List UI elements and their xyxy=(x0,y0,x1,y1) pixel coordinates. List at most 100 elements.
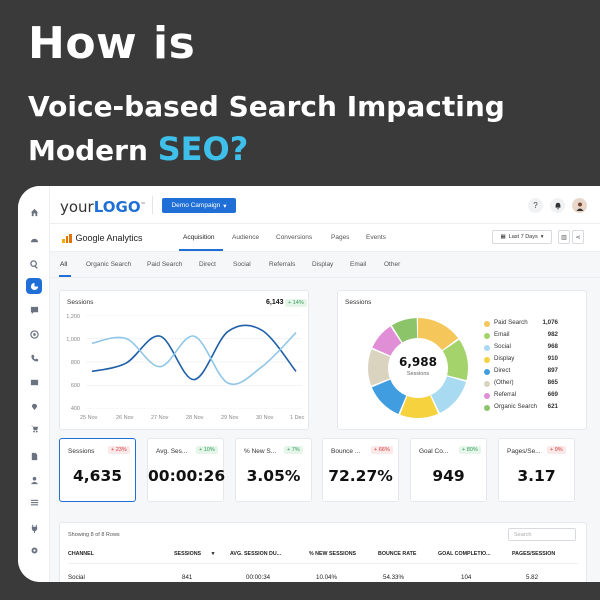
search-icon[interactable] xyxy=(26,256,42,272)
legend-value: 910 xyxy=(547,355,558,362)
column-header-bounce-rate[interactable]: BOUNCE RATE xyxy=(378,551,417,557)
logo-divider xyxy=(152,196,153,214)
legend-name: Display xyxy=(494,355,515,362)
metric-label: Pages/Se... xyxy=(507,448,541,455)
sessions-donut-chart xyxy=(368,318,468,418)
avatar[interactable] xyxy=(572,198,587,213)
tab-events[interactable]: Events xyxy=(366,234,386,241)
column-header-pages-session[interactable]: PAGES/SESSION xyxy=(512,551,556,557)
home-icon[interactable] xyxy=(26,204,42,220)
filter-all[interactable]: All xyxy=(60,261,68,268)
column-header-sessions[interactable]: SESSIONS ▾ xyxy=(174,551,214,557)
metric-card[interactable]: Avg. Ses... + 10% 00:00:26 xyxy=(147,438,225,502)
metric-card[interactable]: Sessions + 23% 4,635 xyxy=(59,438,136,502)
metric-card[interactable]: Goal Co... + 80% 949 xyxy=(410,438,487,502)
legend-value: 897 xyxy=(547,367,558,374)
document-icon[interactable] xyxy=(26,448,42,464)
sessions-chart-total: 6,143 xyxy=(266,299,284,306)
x-tick-label: 29 Nov xyxy=(221,415,239,421)
legend-swatch xyxy=(484,393,490,399)
cell-channel: Social xyxy=(68,574,85,581)
cart-icon[interactable] xyxy=(26,420,42,436)
logo-text-your: your xyxy=(60,198,94,216)
user-icon[interactable] xyxy=(26,472,42,488)
sessions-chart-label: Sessions xyxy=(67,299,94,306)
x-tick-label: 30 Nov xyxy=(256,415,274,421)
at-icon[interactable] xyxy=(26,326,42,342)
metric-card[interactable]: % New S... + 7% 3.05% xyxy=(235,438,312,502)
donut-slice-1 xyxy=(368,318,468,418)
column-header-channel[interactable]: CHANNEL xyxy=(68,551,94,557)
column-header-new-sessions[interactable]: % NEW SESSIONS xyxy=(309,551,357,557)
metric-card[interactable]: Pages/Se... + 9% 3.17 xyxy=(498,438,575,502)
metric-label: Avg. Ses... xyxy=(156,448,188,455)
tab-conversions[interactable]: Conversions xyxy=(276,234,313,241)
filter-referrals[interactable]: Referrals xyxy=(269,261,296,268)
active-filter-indicator xyxy=(59,275,71,277)
filter-paid-search[interactable]: Paid Search xyxy=(147,261,183,268)
metric-value: 4,635 xyxy=(72,467,123,485)
bell-icon[interactable] xyxy=(550,198,565,213)
y-tick-label: 400 xyxy=(70,406,80,412)
filter-social[interactable]: Social xyxy=(233,261,251,268)
tab-audience[interactable]: Audience xyxy=(232,234,260,241)
share-icon[interactable]: ⋖ xyxy=(572,230,584,244)
filter-other[interactable]: Other xyxy=(384,261,401,268)
tab-pages[interactable]: Pages xyxy=(331,234,350,241)
mail-icon[interactable] xyxy=(26,374,42,390)
gauge-icon[interactable] xyxy=(26,232,42,248)
legend-item: Email 982 xyxy=(484,331,558,341)
ga-title-text: Google Analytics xyxy=(75,233,143,243)
table-header-divider xyxy=(68,563,578,564)
active-tab-indicator xyxy=(179,249,223,251)
table-row-count: Showing 8 of 8 Rows xyxy=(68,532,120,538)
date-range-dropdown[interactable]: ▦ Last 7 Days ▾ xyxy=(492,230,552,244)
table-search-input[interactable]: Search xyxy=(508,528,576,541)
x-tick-label: 25 Nov xyxy=(80,415,98,421)
filter-organic-search[interactable]: Organic Search xyxy=(86,261,132,268)
legend-name: Email xyxy=(494,331,510,338)
metric-label: Sessions xyxy=(68,448,95,455)
metric-change-badge: + 23% xyxy=(108,446,130,454)
metric-value: 3.05% xyxy=(246,467,301,485)
headline-line1: How is xyxy=(28,18,196,69)
location-icon[interactable] xyxy=(26,398,42,414)
help-icon[interactable]: ? xyxy=(528,198,543,213)
metric-card[interactable]: Bounce ... + 66% 72.27% xyxy=(322,438,399,502)
brand-logo[interactable]: yourLOGO™ xyxy=(60,198,146,216)
legend-swatch xyxy=(484,369,490,375)
filter-email[interactable]: Email xyxy=(350,261,367,268)
cell-sessions: 841 xyxy=(182,574,193,581)
metric-change-badge: + 66% xyxy=(371,446,393,454)
campaign-dropdown[interactable]: Demo Campaign ▾ xyxy=(162,198,236,213)
list-icon[interactable] xyxy=(26,494,42,510)
plug-icon[interactable] xyxy=(26,520,42,536)
legend-value: 968 xyxy=(547,343,558,350)
analytics-icon[interactable] xyxy=(26,278,42,294)
settings-icon[interactable] xyxy=(26,542,42,558)
legend-swatch xyxy=(484,357,490,363)
legend-item: Social 968 xyxy=(484,343,558,353)
legend-swatch xyxy=(484,333,490,339)
metric-value: 72.27% xyxy=(328,467,393,485)
x-tick-label: 26 Nov xyxy=(116,415,134,421)
filter-display[interactable]: Display xyxy=(312,261,334,268)
column-header-avg-session[interactable]: AVG. SESSION DU... xyxy=(230,551,282,557)
chat-icon[interactable] xyxy=(26,302,42,318)
ga-title: Google Analytics xyxy=(62,233,143,243)
legend-item: (Other) 865 xyxy=(484,379,558,389)
left-icon-rail xyxy=(18,186,50,582)
filter-direct[interactable]: Direct xyxy=(199,261,216,268)
grid-view-icon[interactable]: ▥ xyxy=(558,230,570,244)
legend-value: 669 xyxy=(547,391,558,398)
tab-acquisition[interactable]: Acquisition xyxy=(183,234,215,241)
metric-value: 3.17 xyxy=(517,467,556,485)
metric-change-badge: + 7% xyxy=(284,446,303,454)
metric-change-badge: + 10% xyxy=(196,446,218,454)
headline-seo: SEO? xyxy=(157,130,249,168)
legend-swatch xyxy=(484,405,490,411)
phone-icon[interactable] xyxy=(26,350,42,366)
column-header-goal-completions[interactable]: GOAL COMPLETIO... xyxy=(438,551,491,557)
analytics-header: Google Analytics Acquisition Audience Co… xyxy=(50,224,600,252)
headline-line2: Voice-based Search Impacting xyxy=(28,90,505,123)
